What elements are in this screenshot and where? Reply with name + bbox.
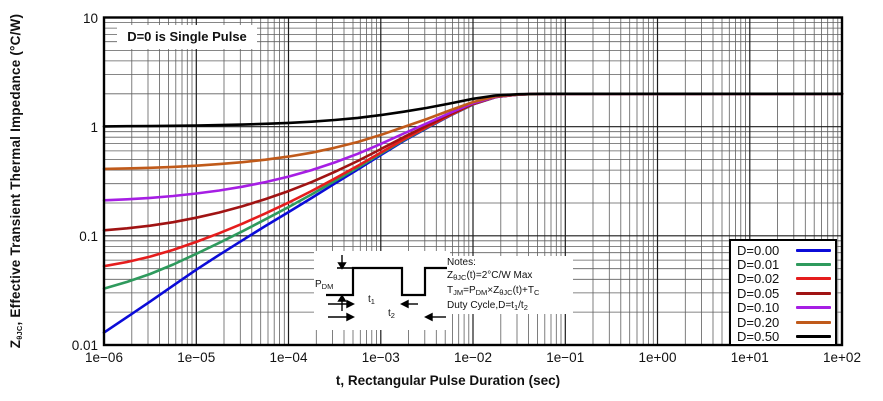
- legend-color-swatch: [795, 306, 831, 310]
- x-tick-label: 1e−05: [177, 350, 216, 365]
- x-tick-label: 1e−06: [85, 350, 123, 365]
- legend-item: D=0.10: [737, 300, 831, 316]
- curve-D=0.50: [102, 92, 844, 128]
- legend-color-swatch: [795, 291, 831, 295]
- arrowhead-left-icon: [400, 299, 409, 309]
- legend-label: D=0.00: [737, 242, 780, 258]
- legend-color-swatch: [795, 320, 831, 324]
- legend-color-swatch: [795, 263, 831, 267]
- x-tick-label: 1e−02: [454, 350, 492, 365]
- t2-label: t2: [388, 308, 395, 320]
- arrowhead-down-icon: [337, 262, 347, 270]
- arrowhead-right-icon: [346, 299, 355, 309]
- arrowhead-left-icon: [424, 312, 433, 322]
- legend-label: D=0.02: [737, 271, 780, 287]
- y-tick-label: 0.01: [71, 338, 98, 353]
- y-tick-label: 0.1: [79, 228, 98, 244]
- legend-label: D=0.05: [737, 285, 780, 301]
- x-tick-label: 1e+01: [730, 350, 769, 365]
- y-tick-label: 10: [82, 10, 98, 26]
- legend-label: D=0.20: [737, 314, 780, 330]
- legend-item: D=0.01: [737, 257, 831, 273]
- legend-box: D=0.00 D=0.01 D=0.02 D=0.05 D=0.10 D=0.20 D=0.…: [729, 239, 837, 346]
- x-tick-label: 1e+00: [638, 350, 677, 365]
- note-line: TJM=PDM×ZθJC(t)+TC: [447, 285, 540, 297]
- x-tick-label: 1e+02: [823, 350, 861, 365]
- x-tick-label: 1e−04: [269, 350, 308, 365]
- legend-color-swatch: [795, 335, 831, 339]
- notes-lines: ZθJC(t)=2°C/W Max TJM=PDM×ZθJC(t)+TC Duty …: [447, 269, 573, 314]
- legend-item: D=0.50: [737, 329, 831, 345]
- single-pulse-annotation: D=0 is Single Pulse: [117, 25, 257, 49]
- legend-color-swatch: [795, 248, 831, 252]
- pulse-waveform-drawing: [326, 255, 448, 322]
- t1-label: t1: [368, 294, 375, 306]
- legend-label: D=0.01: [737, 257, 780, 273]
- plot-border: [102, 16, 844, 347]
- notes-heading: Notes:: [447, 257, 476, 268]
- y-tick-label: 1: [90, 119, 98, 135]
- y-axis-label: ZθJC, Effective Transient Thermal Impeda…: [8, 13, 24, 349]
- note-line: Duty Cycle,D=t1/t2: [447, 300, 528, 312]
- pulse-diagram-inset: PDM t1 t2: [314, 251, 450, 330]
- note-line: ZθJC(t)=2°C/W Max: [447, 270, 533, 282]
- pulse-waveform-line: [326, 266, 448, 297]
- arrowhead-up-icon: [337, 294, 347, 302]
- legend-item: D=0.20: [737, 314, 831, 330]
- legend-label: D=0.50: [737, 329, 780, 345]
- legend-color-swatch: [795, 277, 831, 281]
- legend-item: D=0.00: [737, 242, 831, 258]
- x-tick-label: 1e−01: [546, 350, 585, 365]
- legend-item: D=0.05: [737, 285, 831, 301]
- pdm-label: PDM: [315, 279, 334, 291]
- legend-item: D=0.02: [737, 271, 831, 287]
- legend-label: D=0.10: [737, 300, 780, 316]
- x-tick-label: 1e−03: [361, 350, 400, 365]
- notes-block: Notes: ZθJC(t)=2°C/W Max TJM=PDM×ZθJC(t)+…: [447, 256, 573, 314]
- arrowhead-right-icon: [346, 312, 355, 322]
- x-axis-label: t, Rectangular Pulse Duration (sec): [335, 373, 561, 388]
